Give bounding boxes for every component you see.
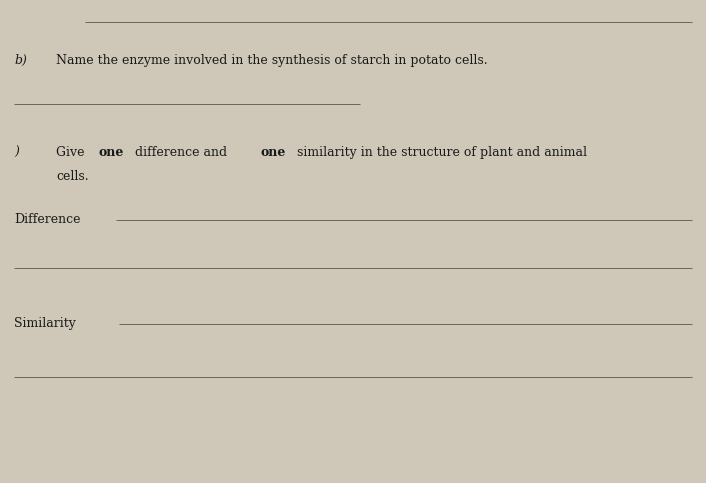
Text: one: one bbox=[261, 146, 286, 158]
Text: Give: Give bbox=[56, 146, 89, 158]
Text: b): b) bbox=[14, 54, 27, 67]
Text: difference and: difference and bbox=[131, 146, 232, 158]
Text: cells.: cells. bbox=[56, 170, 89, 183]
Text: Name the enzyme involved in the synthesis of starch in potato cells.: Name the enzyme involved in the synthesi… bbox=[56, 54, 488, 67]
Text: one: one bbox=[98, 146, 124, 158]
Text: Similarity: Similarity bbox=[14, 317, 76, 330]
Text: similarity in the structure of plant and animal: similarity in the structure of plant and… bbox=[293, 146, 587, 158]
Text: ): ) bbox=[14, 146, 19, 158]
Text: Difference: Difference bbox=[14, 213, 80, 226]
